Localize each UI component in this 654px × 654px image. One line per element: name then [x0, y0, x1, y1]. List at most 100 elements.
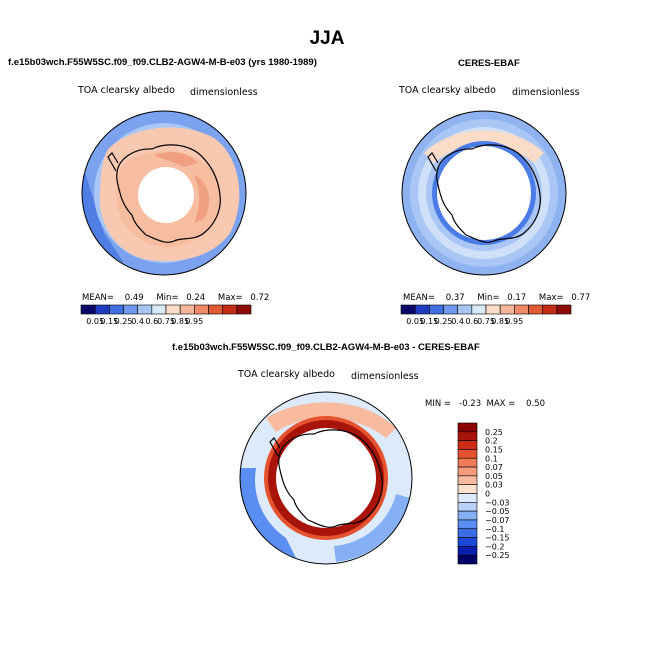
diff-peninsula-outline: [269, 437, 281, 457]
model-max-label: Max=: [217, 293, 243, 303]
obs-panel-title: CERES-EBAF: [458, 58, 520, 69]
obs-colorbar-tick-label: 0.4: [451, 317, 464, 326]
obs-colorbar-swatch: [514, 304, 529, 315]
obs-max-label: Max=: [538, 293, 564, 303]
obs-stats: MEAN= 0.37 Min= 0.17 Max= 0.77: [403, 293, 590, 303]
diff-colorbar-tick-label: −0.07: [485, 516, 510, 525]
model-min-label: Min=: [156, 293, 179, 303]
diff-colorbar-swatch: [457, 422, 478, 433]
diff-colorbar-tick-label: 0.03: [485, 481, 503, 490]
diff-colorbar-swatch: [457, 484, 478, 494]
diff-colorbar-tick-label: −0.1: [485, 525, 504, 534]
obs-colorbar-swatch: [542, 304, 558, 315]
obs-colorbar-swatch: [556, 304, 572, 315]
model-colorbar-tick-label: 0.6: [145, 317, 158, 326]
obs-colorbar-tick-label: 0.25: [435, 317, 453, 326]
obs-colorbar-swatch: [528, 304, 543, 315]
diff-colorbar-swatch: [457, 546, 478, 556]
diff-colorbar-swatch: [457, 440, 478, 450]
obs-mean-value: 0.37: [445, 293, 465, 303]
diff-colorbar-swatch: [457, 519, 478, 530]
model-colorbar-swatch: [208, 304, 223, 315]
diff-colorbar-tick-label: −0.15: [485, 534, 510, 543]
diff-panel-title: f.e15b03wch.F55W5SC.f09_f09.CLB2-AGW4-M-…: [172, 342, 480, 353]
diff-negative-east: [334, 494, 410, 562]
diff-colorbar-tick-label: 0.07: [485, 463, 503, 472]
model-colorbar-swatch: [94, 304, 110, 315]
obs-warm-arc: [424, 130, 544, 163]
diff-colorbar-tick-label: 0.2: [485, 437, 498, 446]
model-max-value: 0.72: [250, 293, 270, 303]
obs-colorbar-tick-label: 0.75: [477, 317, 495, 326]
model-stats: MEAN= 0.49 Min= 0.24 Max= 0.72: [82, 293, 269, 303]
model-high-patch-2: [154, 152, 198, 167]
model-mean-value: 0.49: [124, 293, 144, 303]
diff-colorbar-tick-label: 0.25: [485, 428, 503, 437]
obs-max-value: 0.77: [571, 293, 591, 303]
diff-colorbar-tick-label: −0.03: [485, 498, 510, 507]
obs-peninsula-outline: [427, 152, 439, 172]
diff-colorbar-swatch: [457, 493, 478, 503]
obs-colorbar-tick-label: 0.6: [465, 317, 478, 326]
figure-title: JJA: [309, 28, 345, 49]
model-polar-map: [81, 110, 247, 276]
obs-colorbar-tick-label: 0.15: [420, 317, 438, 326]
model-colorbar-swatch: [222, 304, 238, 315]
obs-min-value: 0.17: [507, 293, 527, 303]
model-map-border: [81, 110, 247, 276]
model-west-band: [82, 163, 124, 263]
model-colorbar-tick-label: 0.25: [115, 317, 133, 326]
diff-colorbar-swatch: [457, 510, 478, 521]
diff-polar-hole: [276, 428, 376, 528]
obs-min-label: Min=: [477, 293, 500, 303]
obs-colorbar-swatch: [499, 304, 515, 315]
obs-colorbar-tick-label: 0.05: [406, 317, 424, 326]
model-peninsula-outline: [107, 152, 119, 172]
diff-map-border: [239, 391, 413, 565]
model-mean-label: MEAN=: [82, 293, 114, 303]
diff-variable-label: TOA clearsky albedo: [238, 369, 335, 380]
model-colorbar-swatch: [109, 304, 124, 315]
obs-colorbar-tick-label: 0.85: [491, 317, 509, 326]
obs-colorbar-swatch: [471, 304, 487, 315]
diff-colorbar-tick-label: 0.15: [485, 445, 503, 454]
obs-colorbar-swatch: [457, 304, 473, 315]
model-panel-title: f.e15b03wch.F55W5SC.f09_f09.CLB2-AGW4-M-…: [8, 57, 317, 68]
obs-colorbar-swatch: [485, 304, 501, 315]
model-units-label: dimensionless: [190, 87, 258, 98]
model-colorbar-swatch: [236, 304, 252, 315]
obs-units-label: dimensionless: [512, 87, 580, 98]
diff-colorbar-tick-label: −0.05: [485, 507, 510, 516]
diff-colorbar-swatch: [457, 457, 478, 468]
model-colorbar-swatch: [165, 304, 181, 315]
diff-colorbar-swatch: [457, 466, 478, 477]
obs-antarctica-outline: [436, 144, 541, 243]
diff-colorbar-tick-label: 0: [485, 490, 490, 499]
obs-mean-label: MEAN=: [403, 293, 435, 303]
model-colorbar-tick-label: 0.75: [157, 317, 175, 326]
diff-colorbar-swatch: [457, 475, 478, 485]
obs-variable-label: TOA clearsky albedo: [399, 85, 496, 96]
diff-colorbar-swatch: [457, 528, 478, 538]
diff-units-label: dimensionless: [351, 371, 419, 382]
diff-positive-arc: [266, 402, 396, 438]
model-antarctica-outline: [116, 144, 221, 243]
obs-polar-map: [401, 110, 567, 276]
diff-colorbar-swatch: [457, 554, 478, 565]
obs-polar-hole: [437, 146, 531, 240]
model-colorbar: 0.050.150.250.4 0.60.750.850.95: [80, 304, 252, 326]
obs-colorbar-swatch: [429, 304, 444, 315]
obs-colorbar-swatch: [400, 304, 416, 315]
model-colorbar-tick-label: 0.85: [171, 317, 189, 326]
obs-colorbar: 0.050.150.250.4 0.60.750.850.95: [400, 304, 572, 326]
diff-colorbar-tick-label: 0.05: [485, 472, 503, 481]
diff-colorbar-swatch: [457, 502, 478, 512]
model-colorbar-swatch: [123, 304, 138, 315]
model-colorbar-tick-label: 0.05: [86, 317, 104, 326]
obs-map-border: [401, 110, 567, 276]
diff-negative-west: [240, 468, 296, 558]
model-colorbar-swatch: [137, 304, 153, 315]
model-colorbar-swatch: [80, 304, 96, 315]
model-colorbar-swatch: [151, 304, 167, 315]
